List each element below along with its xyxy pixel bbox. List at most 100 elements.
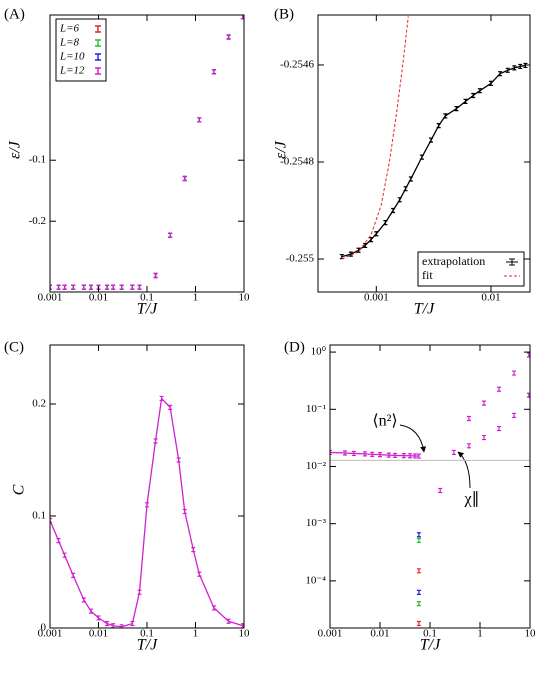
plot-area [330, 352, 530, 627]
x-tick-label: 10 [525, 628, 537, 640]
data-point [374, 231, 379, 237]
data-point [518, 63, 523, 70]
data-point [145, 502, 149, 508]
legend-swatch [95, 67, 101, 75]
data-point [416, 601, 421, 607]
data-point [330, 449, 332, 456]
data-point [50, 284, 52, 290]
x-tick-label: 0.01 [89, 292, 108, 304]
data-point [119, 284, 124, 290]
legend-label: fit [422, 268, 433, 282]
data-point [88, 608, 93, 614]
plot-area [50, 395, 244, 628]
x-axis-label: T/J [414, 301, 435, 318]
data-point [397, 197, 402, 203]
data-point [363, 242, 368, 249]
y-axis-label: ε/J [7, 140, 24, 159]
data-point [481, 400, 486, 406]
data-point [168, 232, 173, 238]
data-point [466, 443, 471, 449]
x-tick-label: 0.001 [38, 292, 63, 304]
series-line [341, 16, 409, 260]
data-point [526, 352, 530, 358]
data-point [343, 450, 348, 456]
plot-frame [49, 14, 245, 293]
data-point [451, 449, 456, 456]
x-tick-label: 0.1 [423, 628, 437, 640]
y-tick-label: 10⁻¹ [306, 403, 326, 415]
data-point [416, 568, 421, 574]
data-point [182, 175, 187, 182]
data-point [81, 284, 86, 290]
data-point [348, 251, 353, 257]
data-point [211, 69, 216, 75]
data-point [81, 597, 86, 603]
data-point [62, 552, 67, 558]
data-point [416, 532, 421, 538]
data-point [130, 284, 135, 290]
data-point [438, 487, 443, 494]
data-point [191, 547, 196, 553]
data-point [454, 106, 459, 112]
x-tick-label: 1 [477, 628, 483, 640]
legend-label: L=8 [59, 37, 80, 49]
data-point [71, 284, 76, 290]
data-point [383, 220, 388, 226]
x-tick-label: 10 [239, 292, 251, 304]
data-point [443, 113, 448, 119]
data-point [391, 207, 396, 214]
legend-swatch [95, 39, 101, 47]
y-tick-label: -0.2 [29, 215, 46, 227]
data-point [481, 434, 486, 441]
data-point [176, 457, 181, 463]
data-point [197, 571, 202, 577]
data-point [159, 395, 164, 402]
data-point [105, 620, 110, 627]
data-point [211, 605, 216, 611]
y-tick-label: 0.1 [32, 510, 46, 522]
series-line [50, 397, 244, 628]
x-tick-label: 0.01 [89, 628, 108, 640]
x-tick-label: 1 [193, 292, 199, 304]
data-point [393, 452, 398, 459]
legend-label: L=10 [59, 51, 85, 63]
data-point [88, 284, 93, 290]
data-point [408, 453, 413, 459]
data-point [498, 71, 503, 77]
data-point [369, 237, 374, 243]
y-axis-label: ε/J [273, 140, 290, 159]
annotation: χ∥ [463, 491, 479, 508]
x-axis-label: T/J [137, 637, 158, 654]
x-tick-label: 1 [193, 628, 199, 640]
y-tick-label: -0.255 [286, 253, 315, 265]
data-point [130, 620, 135, 627]
legend-label: extrapolation [422, 254, 485, 268]
plot-frame [329, 344, 531, 629]
data-point [512, 370, 517, 376]
data-point [416, 620, 421, 627]
data-point [96, 615, 101, 621]
x-tick-label: 0.01 [370, 628, 389, 640]
y-axis-label: C [11, 484, 28, 495]
plot-area [50, 15, 244, 290]
data-point [526, 392, 530, 398]
data-point [197, 117, 202, 123]
data-point [351, 450, 356, 457]
data-point [168, 404, 173, 410]
data-point [416, 589, 421, 595]
legend-label: L=12 [59, 65, 85, 77]
data-point [370, 451, 375, 457]
plot-frame [317, 14, 531, 293]
y-tick-label: 10⁻⁴ [305, 574, 326, 586]
legend-box [417, 251, 525, 287]
data-point [412, 453, 417, 459]
y-tick-label: 10⁰ [311, 346, 327, 358]
series-line [341, 64, 526, 258]
x-tick-label: 0.001 [318, 628, 343, 640]
data-point [401, 452, 406, 459]
legend-swatch [95, 25, 101, 33]
data-point [386, 452, 391, 458]
data-point [153, 438, 158, 444]
data-point [416, 537, 421, 544]
data-point [226, 34, 231, 40]
